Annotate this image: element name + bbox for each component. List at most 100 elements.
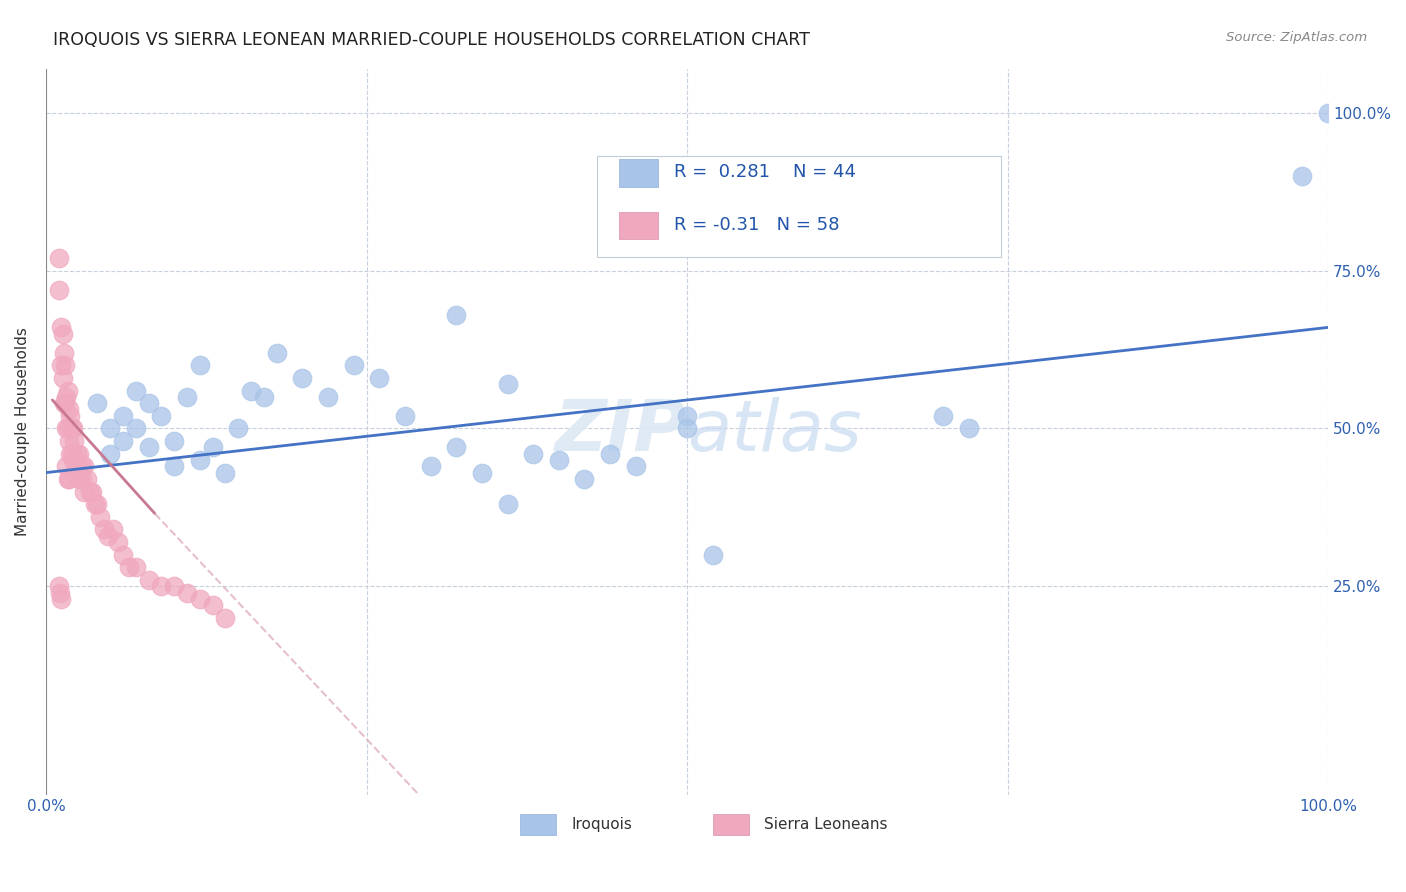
Point bbox=[98, 421, 121, 435]
Point bbox=[214, 466, 236, 480]
Point bbox=[150, 579, 173, 593]
Point bbox=[471, 466, 494, 480]
Point bbox=[48, 579, 70, 593]
Point bbox=[101, 523, 124, 537]
Point bbox=[932, 409, 955, 423]
Point bbox=[56, 384, 79, 398]
Point bbox=[522, 447, 544, 461]
Point bbox=[574, 472, 596, 486]
FancyBboxPatch shape bbox=[619, 160, 658, 187]
Point bbox=[138, 396, 160, 410]
Point bbox=[107, 535, 129, 549]
Point bbox=[111, 434, 134, 448]
Point bbox=[67, 472, 90, 486]
Point bbox=[111, 409, 134, 423]
Point bbox=[446, 308, 468, 322]
Point bbox=[547, 453, 569, 467]
Point bbox=[62, 453, 84, 467]
Text: ZIP: ZIP bbox=[555, 397, 688, 467]
Point bbox=[201, 598, 224, 612]
Point bbox=[125, 421, 148, 435]
Point bbox=[368, 371, 391, 385]
Point bbox=[70, 472, 93, 486]
Point bbox=[52, 326, 75, 341]
Point bbox=[118, 560, 141, 574]
Y-axis label: Married-couple Households: Married-couple Households bbox=[15, 327, 30, 536]
Point bbox=[76, 472, 98, 486]
Point bbox=[89, 509, 111, 524]
Point bbox=[79, 484, 101, 499]
Point bbox=[624, 459, 647, 474]
FancyBboxPatch shape bbox=[520, 814, 557, 835]
Point bbox=[98, 447, 121, 461]
Point bbox=[52, 371, 75, 385]
Point bbox=[59, 409, 82, 423]
Point bbox=[58, 472, 80, 486]
Point bbox=[49, 585, 72, 599]
Point bbox=[599, 447, 621, 461]
Point bbox=[188, 359, 211, 373]
Point bbox=[63, 466, 86, 480]
Point bbox=[62, 421, 84, 435]
Point bbox=[676, 409, 699, 423]
Point bbox=[55, 421, 77, 435]
Point bbox=[48, 283, 70, 297]
Text: atlas: atlas bbox=[688, 397, 862, 467]
Point bbox=[53, 396, 76, 410]
Point bbox=[66, 447, 89, 461]
Point bbox=[60, 447, 83, 461]
Point bbox=[188, 591, 211, 606]
Point bbox=[214, 611, 236, 625]
Point bbox=[51, 591, 73, 606]
Point bbox=[86, 396, 108, 410]
Point bbox=[150, 409, 173, 423]
Point bbox=[55, 390, 77, 404]
Point bbox=[56, 472, 79, 486]
Point bbox=[226, 421, 249, 435]
Point bbox=[55, 459, 77, 474]
Point bbox=[176, 390, 198, 404]
FancyBboxPatch shape bbox=[713, 814, 748, 835]
Point bbox=[56, 421, 79, 435]
Point bbox=[188, 453, 211, 467]
FancyBboxPatch shape bbox=[619, 211, 658, 239]
Point bbox=[291, 371, 314, 385]
Point bbox=[496, 377, 519, 392]
Point bbox=[496, 497, 519, 511]
Point bbox=[676, 421, 699, 435]
Point bbox=[125, 560, 148, 574]
Point bbox=[394, 409, 416, 423]
Point bbox=[163, 579, 186, 593]
Point bbox=[316, 390, 339, 404]
Text: R =  0.281    N = 44: R = 0.281 N = 44 bbox=[675, 163, 856, 181]
Point bbox=[201, 441, 224, 455]
Point bbox=[957, 421, 980, 435]
Point bbox=[446, 441, 468, 455]
Point bbox=[51, 359, 73, 373]
Text: IROQUOIS VS SIERRA LEONEAN MARRIED-COUPLE HOUSEHOLDS CORRELATION CHART: IROQUOIS VS SIERRA LEONEAN MARRIED-COUPL… bbox=[53, 31, 810, 49]
Point bbox=[60, 421, 83, 435]
Point bbox=[1317, 105, 1340, 120]
Point bbox=[138, 573, 160, 587]
FancyBboxPatch shape bbox=[598, 155, 1001, 257]
Point bbox=[240, 384, 263, 398]
Point bbox=[66, 459, 89, 474]
Point bbox=[702, 548, 724, 562]
Point bbox=[73, 484, 96, 499]
Point bbox=[163, 434, 186, 448]
Point bbox=[138, 441, 160, 455]
Point bbox=[53, 359, 76, 373]
Point bbox=[52, 396, 75, 410]
Point bbox=[48, 251, 70, 265]
Point bbox=[176, 585, 198, 599]
Point bbox=[111, 548, 134, 562]
Point bbox=[96, 529, 118, 543]
Point bbox=[70, 459, 93, 474]
Point bbox=[163, 459, 186, 474]
Point bbox=[58, 402, 80, 417]
Text: Source: ZipAtlas.com: Source: ZipAtlas.com bbox=[1226, 31, 1367, 45]
Text: Iroquois: Iroquois bbox=[572, 817, 633, 832]
Point bbox=[52, 345, 75, 359]
Point bbox=[125, 384, 148, 398]
Point bbox=[59, 447, 82, 461]
